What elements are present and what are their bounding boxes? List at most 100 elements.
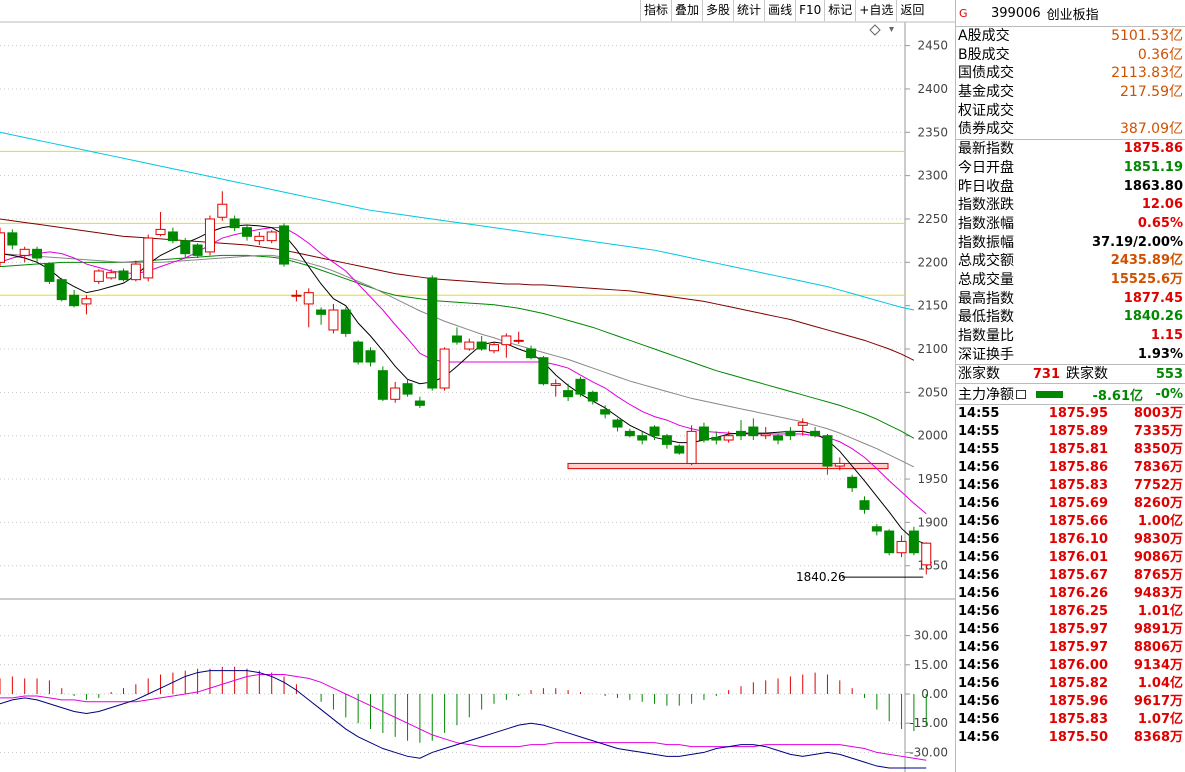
candle-body [563, 390, 574, 398]
toolbar-button[interactable]: 叠加 [671, 0, 703, 21]
tick-price: 1875.97 [1048, 622, 1108, 638]
quote-value: 1851.19 [1123, 159, 1183, 175]
quote-value: 1863.80 [1123, 178, 1183, 194]
candle-body [0, 232, 5, 263]
quote-panel: G 399006 创业板指 A股成交 5101.53亿 B股成交 0.36亿 国债成交 2… [955, 0, 1185, 772]
y-tick-label: 2100 [917, 342, 948, 356]
tick-time: 14:56 [958, 550, 1000, 566]
tick-time: 14:56 [958, 658, 1000, 674]
macd-y-tick-label: -15.00 [909, 716, 948, 730]
candle [229, 215, 240, 232]
candle-body [130, 263, 141, 281]
candle-body [69, 294, 80, 307]
ma10-line [0, 227, 927, 515]
y-tick-label: 2300 [917, 169, 948, 183]
quote-value: 1875.86 [1123, 141, 1183, 157]
quote-row: 指数量比 1.15 [956, 327, 1185, 346]
tick-price: 1875.82 [1048, 676, 1108, 692]
turnover-row: B股成交 0.36亿 [956, 46, 1185, 65]
toolbar-button[interactable]: +自选 [855, 0, 897, 21]
turnover-label: 权证成交 [958, 102, 1014, 119]
turnover-label: 基金成交 [958, 84, 1014, 101]
tick-row: 14:55 1875.95 8003万 [956, 405, 1185, 423]
category-flag: G [959, 6, 968, 20]
tick-price: 1875.83 [1048, 712, 1108, 728]
dif-line [0, 670, 927, 769]
toolbar-button[interactable]: 返回 [896, 0, 928, 21]
toolbar-button[interactable]: 多股 [702, 0, 734, 21]
candle-body [538, 357, 549, 385]
candle-body [476, 341, 487, 350]
candle-body [711, 436, 722, 441]
candle [365, 347, 376, 367]
y-tick-label: 2050 [917, 385, 948, 399]
tick-row: 14:56 1875.83 7752万 [956, 477, 1185, 495]
kline-chart-area[interactable]: 2450 2400 2350 2300 2250 2200 2150 2100 2050 2000… [0, 0, 955, 772]
candle-body [32, 248, 43, 259]
candle [0, 227, 5, 267]
main-force-label: 主力净额 [958, 387, 1014, 404]
candle-body [377, 370, 388, 400]
quote-value: 37.19/2.00% [1092, 234, 1183, 250]
candle [785, 427, 796, 441]
candle [908, 526, 919, 556]
toolbar-button[interactable]: 标记 [824, 0, 856, 21]
candle-body [106, 272, 117, 279]
tick-volume: 8350万 [1133, 442, 1183, 458]
candle-body [773, 435, 784, 441]
candle [476, 336, 487, 351]
candle [834, 457, 845, 471]
tick-list[interactable]: 14:55 1875.95 8003万 14:55 1875.89 7335万 14:55 1… [956, 405, 1185, 747]
tick-time: 14:56 [958, 712, 1000, 728]
candle [402, 379, 413, 397]
quote-row: 最高指数 1877.45 [956, 290, 1185, 309]
quote-value: 15525.6万 [1110, 271, 1183, 287]
candle-body [822, 435, 833, 467]
turnover-label: A股成交 [958, 28, 1010, 44]
candle-body [7, 232, 18, 246]
candle-body [612, 419, 623, 428]
candle-body [661, 435, 672, 445]
tick-time: 14:56 [958, 604, 1000, 620]
candle-body [217, 203, 228, 218]
turnover-row: 权证成交 [956, 102, 1185, 121]
tick-row: 14:56 1875.96 9617万 [956, 693, 1185, 711]
tick-volume: 9483万 [1133, 586, 1183, 602]
toolbar-button[interactable]: 画线 [764, 0, 796, 21]
candle-body [921, 542, 932, 566]
tick-price: 1876.26 [1048, 586, 1108, 602]
toolbar-button[interactable]: 指标 [640, 0, 672, 21]
turnover-row: 国债成交 2113.83亿 [956, 64, 1185, 83]
candle-body [167, 231, 178, 242]
candle-body [328, 309, 339, 331]
tick-volume: 1.07亿 [1137, 712, 1183, 728]
candle [563, 383, 574, 402]
candle-body [56, 279, 67, 301]
tick-time: 14:56 [958, 532, 1000, 548]
candle-body [785, 430, 796, 437]
tick-volume: 8368万 [1133, 730, 1183, 746]
list-icon[interactable] [1016, 389, 1026, 399]
candle [451, 327, 462, 345]
candle-body [489, 344, 499, 352]
tick-row: 14:56 1875.69 8260万 [956, 495, 1185, 513]
y-tick-label: 2150 [917, 299, 948, 313]
toolbar-button[interactable]: F10 [795, 0, 825, 21]
turnover-label: B股成交 [958, 46, 1010, 63]
quote-label: 深证换手 [958, 346, 1014, 363]
ma5-line [0, 224, 927, 545]
candle-body [303, 292, 314, 305]
candle [797, 418, 808, 436]
candle-body [316, 309, 327, 315]
tick-volume: 8765万 [1133, 568, 1183, 584]
tick-price: 1875.81 [1048, 442, 1108, 458]
tick-volume: 1.00亿 [1137, 514, 1183, 530]
tick-row: 14:56 1875.83 1.07亿 [956, 711, 1185, 729]
tick-row: 14:56 1875.50 8368万 [956, 729, 1185, 747]
quote-label: 指数振幅 [958, 234, 1014, 251]
toolbar-button[interactable]: 统计 [733, 0, 765, 21]
tick-price: 1875.89 [1048, 424, 1108, 440]
candle [303, 288, 314, 328]
candle-body [340, 309, 351, 334]
candle-body [464, 341, 475, 350]
